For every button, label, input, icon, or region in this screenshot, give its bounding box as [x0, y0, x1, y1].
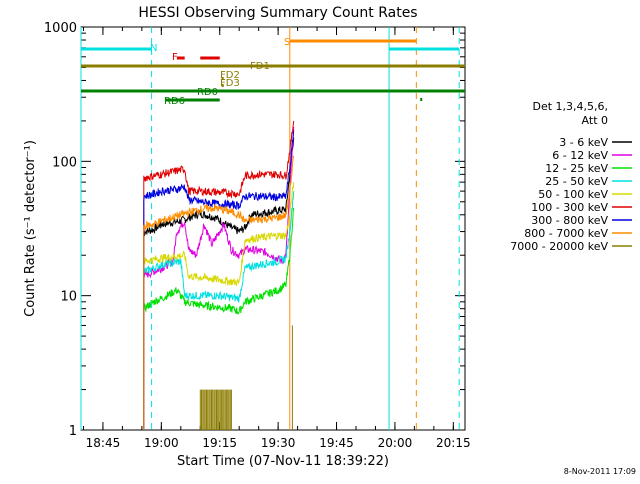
series-line: [143, 182, 295, 430]
series-line: [143, 137, 295, 430]
flag-label-n: N: [150, 43, 157, 54]
footer-date: 8-Nov-2011 17:09: [564, 467, 636, 476]
legend-header: Att 0: [582, 114, 608, 127]
legend-label: 3 - 6 keV: [559, 136, 608, 149]
series-7: [143, 155, 295, 430]
flag-label-fd3: FD3: [220, 78, 240, 89]
x-tick-label: 18:45: [86, 436, 121, 450]
series-5: [143, 120, 295, 430]
series-6: [143, 130, 295, 430]
series-0: [143, 137, 295, 430]
rd-dot: [420, 98, 423, 101]
legend-label: 25 - 50 keV: [545, 175, 608, 188]
series-1: [143, 126, 295, 430]
x-tick-label: 19:00: [144, 436, 179, 450]
y-tick-label: 1000: [44, 21, 77, 36]
series-8: [199, 325, 293, 430]
legend-label: 50 - 100 keV: [538, 188, 608, 201]
fd3-mark: [221, 84, 224, 87]
series-line: [143, 130, 295, 430]
flag-label-s: S: [284, 37, 290, 48]
series-line: [143, 207, 295, 430]
series-line: [143, 120, 295, 430]
y-tick-label: 10: [60, 290, 77, 305]
plot-frame: [80, 26, 466, 431]
series-line: [143, 191, 295, 430]
legend-label: 300 - 800 keV: [531, 214, 608, 227]
flag-label-f: F: [172, 52, 178, 63]
legend-label: 7000 - 20000 keV: [510, 240, 608, 253]
y-axis-label: Count Rate (s⁻¹ detector⁻¹): [23, 140, 38, 317]
legend-label: 6 - 12 keV: [552, 149, 608, 162]
x-axis-label: Start Time (07-Nov-11 18:39:22): [177, 454, 389, 469]
fd2-mark: [221, 77, 224, 80]
series-line: [143, 155, 295, 430]
x-tick-label: 20:15: [436, 436, 471, 450]
series-line: [199, 389, 232, 430]
flag-label-rd6: RD6: [164, 96, 185, 107]
series-4: [143, 182, 295, 430]
chart-title: HESSI Observing Summary Count Rates: [138, 5, 417, 21]
y-tick-label: 1: [69, 424, 77, 439]
x-tick-label: 19:15: [202, 436, 237, 450]
series-line: [143, 126, 295, 430]
legend-header: Det 1,3,4,5,6,: [532, 100, 608, 113]
x-tick-label: 19:45: [319, 436, 354, 450]
flag-label-fd1: FD1: [250, 61, 270, 72]
flag-label-rd0: RD0: [197, 87, 218, 98]
legend-label: 100 - 300 keV: [531, 201, 608, 214]
flag-label-fd2: FD2: [220, 70, 240, 81]
series-3: [143, 191, 295, 430]
y-tick-label: 100: [52, 155, 77, 170]
x-tick-label: 19:30: [261, 436, 296, 450]
series-2: [143, 207, 295, 430]
x-tick-label: 20:00: [378, 436, 413, 450]
legend-label: 12 - 25 keV: [545, 162, 608, 175]
legend-label: 800 - 7000 keV: [524, 227, 608, 240]
